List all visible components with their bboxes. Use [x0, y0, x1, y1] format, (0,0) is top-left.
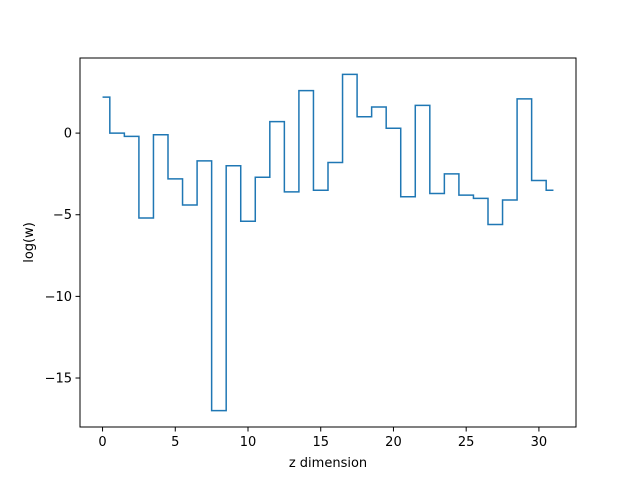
- ticks-layer: 0 5 10 15 20 25 30 0 −5 −10 −15: [45, 127, 548, 450]
- x-tick-label: 15: [312, 435, 329, 450]
- x-tick-label: 20: [385, 435, 402, 450]
- x-tick-label: 25: [458, 435, 475, 450]
- x-tick-label: 5: [171, 435, 179, 450]
- plot-frame: [79, 57, 577, 428]
- y-tick-label: −15: [45, 372, 72, 387]
- y-tick-label: 0: [64, 127, 72, 142]
- x-tick-label: 30: [531, 435, 548, 450]
- series-step-line: [102, 73, 554, 412]
- y-axis-label: log(w): [22, 222, 37, 263]
- x-axis-label: z dimension: [289, 456, 367, 471]
- x-tick-label: 0: [98, 435, 106, 450]
- y-tick-label: −10: [45, 290, 72, 305]
- x-tick-label: 10: [240, 435, 257, 450]
- y-tick-label: −5: [53, 208, 72, 223]
